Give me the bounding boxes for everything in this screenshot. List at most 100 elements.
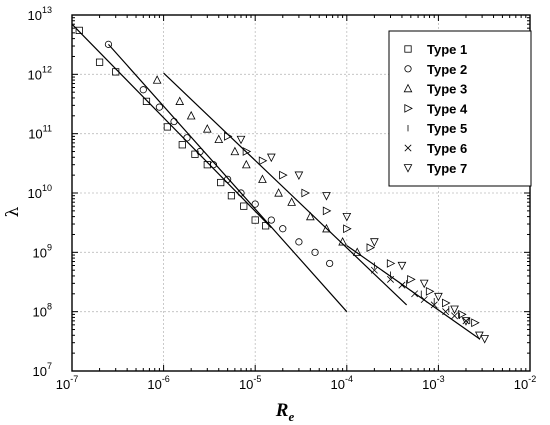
type-4-point [425,286,435,296]
type-7-point [450,305,459,315]
type-7-point [419,279,429,289]
legend-label-type-3: Type 3 [427,82,467,97]
x-axis-label-main: R [275,400,289,421]
legend-item-type-6: Type 6 [404,141,467,156]
type-6-point [411,290,419,298]
type-6-point [387,275,394,283]
type-2-point [251,200,259,208]
legend-item-type-5: Type 5 [407,121,467,136]
type-2-point [267,216,275,224]
type-1-point [251,216,259,224]
type-6-point [442,308,450,316]
data-markers [75,26,490,344]
type-1-point [240,202,248,210]
type-2-point [183,134,191,142]
fit-line [163,72,408,306]
y-tick-label: 107 [33,361,52,379]
x-axis-label: Re [275,400,295,424]
type-3-point [230,146,240,156]
type-3-point [175,96,185,105]
series-type-3 [152,75,362,256]
type-3-point [241,159,251,169]
y-tick-label: 1012 [28,64,52,82]
type-6-point [420,296,428,304]
type-7-point [294,171,304,181]
series-type-6 [370,266,470,325]
type-6-point [398,281,406,289]
x-tick-label: 10-6 [147,374,169,392]
type-1-point [178,141,186,149]
tick-labels: 107 108 109 1010 1011 1012 1013 10-7 10-6 10-5 10-… [28,5,537,392]
type-3-point [274,188,283,197]
legend-label-type-4: Type 4 [427,101,468,116]
type-1-point [217,178,225,187]
type-6-point [451,312,459,320]
type-1-point [95,58,104,66]
legend-label-type-2: Type 2 [427,62,467,77]
type-2-point [326,259,334,268]
type-4-point [366,243,376,252]
x-axis-label-subscript: e [288,409,294,424]
y-tick-label: 109 [33,242,52,260]
type-4-point [343,224,352,234]
y-axis-label: λ [3,206,23,217]
legend-item-type-7: Type 7 [403,161,467,176]
type-4-point [442,298,451,308]
type-2-point [237,189,245,197]
legend-item-type-4: Type 4 [404,101,468,116]
type-3-point [352,247,362,256]
y-tick-label: 1011 [28,124,52,142]
type-4-point [279,170,288,180]
type-1-point [142,97,151,105]
type-7-point [461,317,471,326]
x-tick-label: 10-5 [239,374,261,392]
type-2-point [224,175,232,183]
type-1-point [75,26,83,35]
type-2-point [155,103,164,111]
type-4-point [407,275,416,284]
legend-label-type-6: Type 6 [427,141,467,156]
type-3-point [186,110,196,120]
x-tick-label: 10-7 [56,374,78,392]
type-2-point [170,117,178,126]
type-7-point [322,192,331,201]
legend-marker-type-4 [404,104,413,113]
type-3-point [202,124,212,133]
type-4-point [386,259,396,268]
y-tick-label: 108 [33,302,52,320]
type-7-point [266,153,276,163]
type-4-point [322,206,332,216]
series-type-7 [236,135,490,344]
type-7-point [397,261,407,271]
type-2-point [209,161,218,169]
type-6-point [462,317,470,325]
type-2-point [139,86,147,94]
type-2-point [104,40,113,48]
type-3-point [152,75,162,84]
legend-marker-type-1 [404,45,412,53]
type-3-point [338,237,347,246]
type-3-point [214,134,224,144]
legend-item-type-2: Type 2 [404,62,467,77]
type-4-point [242,147,252,156]
type-2-point [279,225,287,233]
type-7-point [236,135,246,145]
series-type-4 [224,132,480,328]
type-2-point [295,238,303,246]
type-3-point [322,223,331,233]
type-6-point [370,266,378,274]
series-type-2 [104,40,334,268]
legend-item-type-3: Type 3 [403,82,467,97]
type-1-point [262,222,270,230]
y-tick-label: 1013 [28,5,52,23]
fit-line [108,43,348,313]
type-1-point [163,123,171,131]
x-tick-label: 10-2 [514,374,536,392]
type-4-point [301,188,310,198]
type-3-point [305,211,315,221]
legend: Type 1 Type 2 Type 3 Type 4 Type 5 Type 6 Type… [388,30,532,187]
legend-label-type-5: Type 5 [427,121,467,136]
legend-item-type-1: Type 1 [404,42,467,57]
type-3-point [287,197,297,206]
